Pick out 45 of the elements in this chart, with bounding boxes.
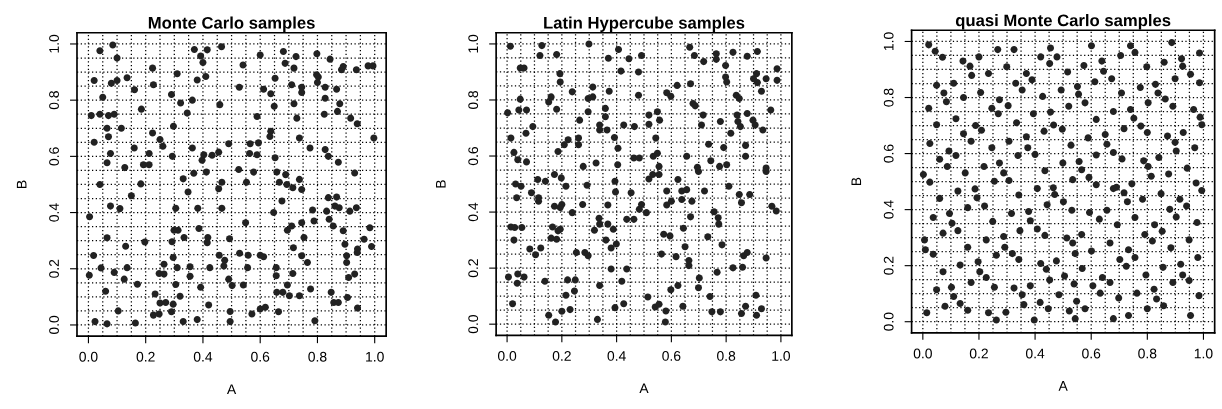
x-tick-label: 0.2: [969, 348, 988, 359]
x-tick-label: 1.0: [772, 351, 791, 361]
chart-title: Monte Carlo samples: [148, 16, 315, 33]
x-tick-label: 0.4: [193, 351, 213, 362]
x-tick-label: 0.8: [717, 351, 736, 361]
chart-title: quasi Monte Carlo samples: [955, 14, 1171, 30]
y-tick-label: 0.6: [468, 146, 479, 166]
y-tick-label: 0.2: [883, 256, 894, 275]
y-tick-label: 0.6: [883, 144, 894, 163]
y-tick-label: 0.4: [49, 203, 59, 222]
y-tick-label: 1.0: [468, 34, 479, 53]
x-tick-label: 0.2: [136, 351, 155, 362]
x-tick-label: 0.2: [552, 351, 571, 361]
y-tick-label: 0.4: [883, 200, 894, 219]
x-tick-label: 0.0: [913, 348, 932, 359]
x-tick-label: 1.0: [1194, 348, 1213, 359]
x-tick-label: 0.6: [251, 351, 270, 362]
y-tick-label: 0.0: [883, 312, 894, 331]
y-axis-title: B: [436, 180, 446, 188]
x-tick-label: 0.4: [607, 351, 626, 361]
x-tick-label: 0.8: [1138, 348, 1157, 359]
y-tick-label: 1.0: [883, 32, 894, 51]
x-tick-label: 0.6: [662, 351, 681, 361]
y-tick-label: 0.8: [468, 90, 479, 110]
y-tick-label: 0.2: [468, 259, 479, 278]
x-tick-label: 0.6: [1082, 348, 1101, 359]
x-tick-label: 1.0: [366, 351, 384, 362]
y-tick-label: 0.8: [883, 88, 894, 107]
y-axis-title: B: [16, 180, 27, 188]
y-tick-label: 0.2: [49, 259, 59, 278]
x-axis-title: A: [639, 383, 649, 394]
x-tick-label: 0.4: [1025, 348, 1045, 359]
x-tick-label: 0.8: [308, 351, 327, 362]
y-axis-title: B: [851, 177, 862, 186]
y-tick-label: 0.4: [468, 202, 479, 222]
y-tick-label: 0.8: [49, 91, 59, 110]
chart-title: Latin Hypercube samples: [544, 16, 745, 33]
y-tick-label: 0.6: [49, 147, 59, 166]
y-tick-label: 1.0: [49, 34, 59, 53]
y-tick-label: 0.0: [468, 315, 479, 334]
x-tick-label: 0.0: [497, 351, 517, 361]
x-tick-label: 0.0: [79, 351, 98, 362]
x-axis-title: A: [226, 384, 237, 394]
x-axis-title: A: [1058, 381, 1068, 391]
y-tick-label: 0.0: [49, 315, 59, 335]
